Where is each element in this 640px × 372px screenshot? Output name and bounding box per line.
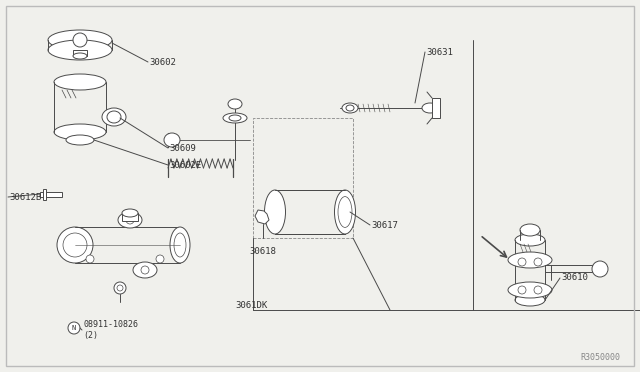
Ellipse shape bbox=[54, 124, 106, 140]
Circle shape bbox=[57, 227, 93, 263]
Text: 30609: 30609 bbox=[169, 144, 196, 153]
Text: 30612B: 30612B bbox=[9, 192, 41, 202]
Ellipse shape bbox=[264, 190, 285, 234]
Ellipse shape bbox=[223, 113, 247, 123]
Ellipse shape bbox=[122, 209, 138, 217]
Ellipse shape bbox=[48, 30, 112, 50]
Circle shape bbox=[126, 216, 134, 224]
Circle shape bbox=[534, 258, 542, 266]
Bar bbox=[253, 118, 353, 238]
Ellipse shape bbox=[342, 103, 358, 113]
Ellipse shape bbox=[73, 53, 87, 59]
Text: 30617: 30617 bbox=[371, 221, 398, 230]
Ellipse shape bbox=[520, 224, 540, 236]
Ellipse shape bbox=[133, 262, 157, 278]
Circle shape bbox=[156, 255, 164, 263]
Ellipse shape bbox=[338, 196, 352, 227]
Circle shape bbox=[141, 266, 149, 274]
Bar bbox=[40, 192, 62, 197]
Ellipse shape bbox=[228, 99, 242, 109]
Ellipse shape bbox=[164, 133, 180, 147]
Ellipse shape bbox=[102, 108, 126, 126]
Ellipse shape bbox=[346, 105, 354, 111]
Circle shape bbox=[68, 322, 80, 334]
Circle shape bbox=[518, 286, 526, 294]
Circle shape bbox=[114, 282, 126, 294]
Ellipse shape bbox=[107, 111, 121, 123]
Ellipse shape bbox=[508, 282, 552, 298]
Text: 30602: 30602 bbox=[149, 58, 176, 67]
Ellipse shape bbox=[118, 212, 142, 228]
Bar bbox=[432, 98, 440, 118]
Circle shape bbox=[63, 233, 87, 257]
Circle shape bbox=[73, 33, 87, 47]
Ellipse shape bbox=[335, 190, 355, 234]
Ellipse shape bbox=[174, 233, 186, 257]
Ellipse shape bbox=[422, 103, 438, 113]
Bar bbox=[73, 50, 87, 56]
Ellipse shape bbox=[48, 40, 112, 60]
Text: 3061DK: 3061DK bbox=[235, 301, 268, 310]
Ellipse shape bbox=[508, 252, 552, 268]
Circle shape bbox=[534, 286, 542, 294]
Ellipse shape bbox=[54, 74, 106, 90]
Polygon shape bbox=[255, 210, 269, 224]
Text: 08911-10826
(2): 08911-10826 (2) bbox=[83, 320, 138, 340]
Text: R3050000: R3050000 bbox=[580, 353, 620, 362]
Circle shape bbox=[86, 255, 94, 263]
Circle shape bbox=[518, 258, 526, 266]
Ellipse shape bbox=[66, 135, 94, 145]
Text: N: N bbox=[72, 325, 76, 331]
Text: 30631: 30631 bbox=[426, 48, 453, 57]
Ellipse shape bbox=[515, 294, 545, 306]
Text: 30602E: 30602E bbox=[169, 160, 201, 170]
Text: 30618: 30618 bbox=[249, 247, 276, 257]
Ellipse shape bbox=[170, 227, 190, 263]
Ellipse shape bbox=[592, 261, 608, 277]
Ellipse shape bbox=[229, 115, 241, 121]
Bar bbox=[122, 213, 138, 221]
Circle shape bbox=[117, 285, 123, 291]
Text: 30610: 30610 bbox=[561, 273, 588, 282]
Ellipse shape bbox=[515, 234, 545, 246]
Bar bbox=[43, 189, 46, 200]
